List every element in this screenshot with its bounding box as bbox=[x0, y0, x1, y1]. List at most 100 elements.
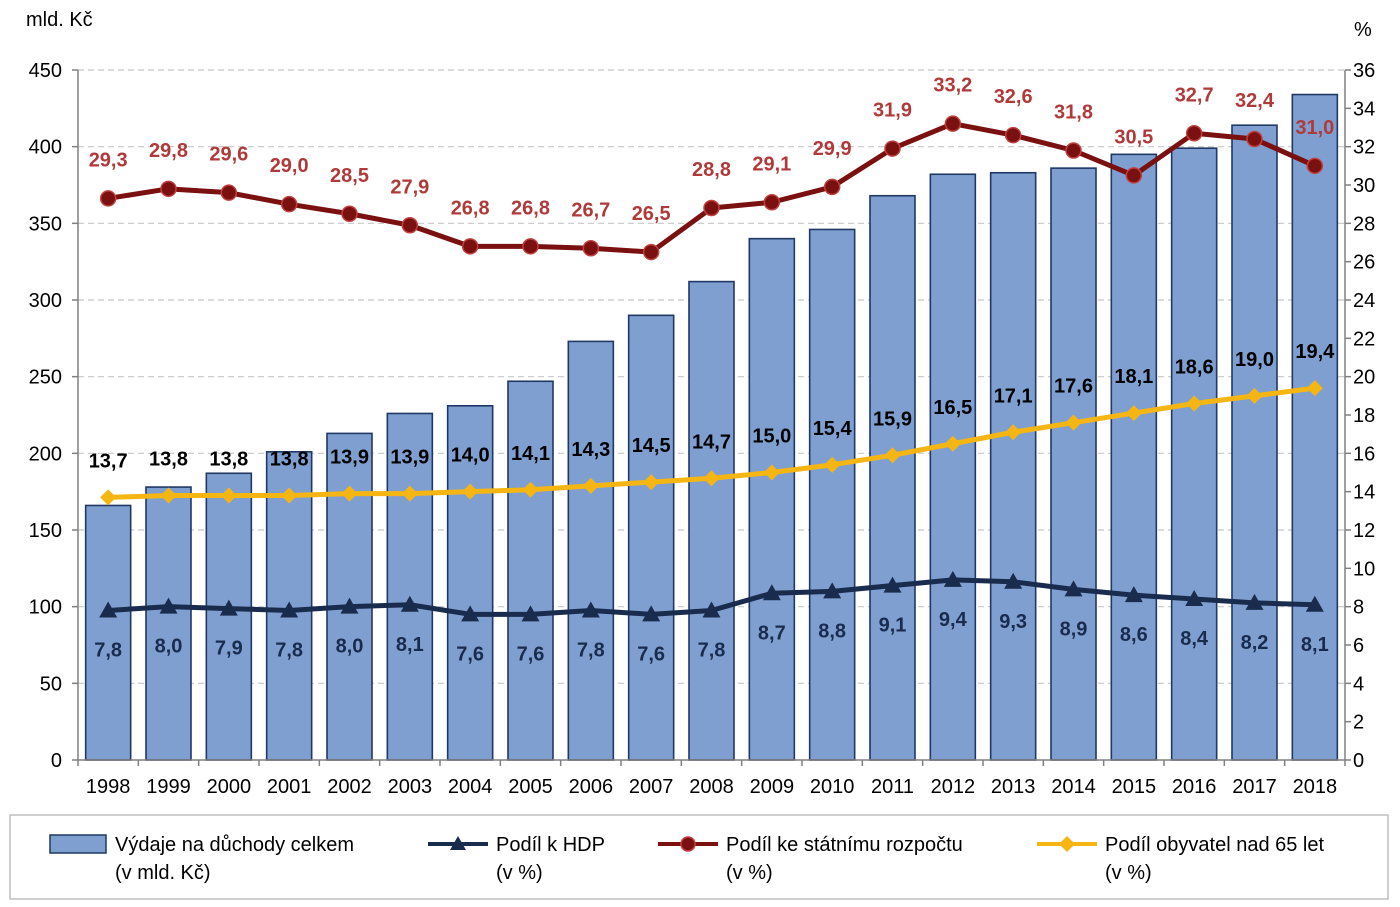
data-label: 31,0 bbox=[1295, 117, 1334, 139]
marker-triangle bbox=[883, 576, 902, 593]
data-label: 18,6 bbox=[1175, 357, 1214, 379]
data-label: 28,5 bbox=[330, 165, 369, 187]
x-tick-label: 1999 bbox=[146, 776, 191, 798]
right-tick-label: 28 bbox=[1353, 213, 1375, 235]
marker-triangle bbox=[762, 584, 781, 601]
marker-circle bbox=[99, 190, 117, 207]
marker-diamond bbox=[401, 485, 418, 502]
marker-circle bbox=[1004, 126, 1022, 144]
data-label: 14,0 bbox=[451, 445, 490, 467]
right-tick-label: 18 bbox=[1353, 405, 1375, 427]
legend-budget-label: Podíl ke státnímu rozpočtu bbox=[726, 834, 963, 856]
left-tick-label: 200 bbox=[29, 443, 62, 465]
marker-diamond bbox=[582, 477, 599, 494]
bar-2000 bbox=[205, 472, 253, 761]
data-label: 26,7 bbox=[571, 199, 610, 221]
x-tick-label: 2018 bbox=[1293, 776, 1338, 798]
legend-frame bbox=[9, 814, 1389, 900]
x-tick-label: 2004 bbox=[448, 776, 493, 798]
legend: Výdaje na důchody celkem (v mld. Kč) Pod… bbox=[9, 814, 1389, 900]
marker-diamond bbox=[281, 487, 298, 504]
data-label: 27,9 bbox=[390, 176, 429, 198]
left-tick-label: 450 bbox=[29, 60, 62, 82]
data-label: 30,5 bbox=[1114, 126, 1153, 148]
data-label: 7,6 bbox=[456, 643, 484, 665]
data-label: 29,8 bbox=[149, 140, 188, 162]
data-label: 9,3 bbox=[999, 611, 1027, 633]
right-tick-label: 20 bbox=[1353, 367, 1375, 389]
right-tick-label: 2 bbox=[1353, 712, 1364, 734]
data-label: 32,7 bbox=[1175, 84, 1214, 106]
marker-circle bbox=[1125, 167, 1143, 184]
marker-triangle bbox=[642, 605, 661, 622]
marker-triangle bbox=[159, 597, 178, 614]
data-label: 14,1 bbox=[511, 443, 550, 465]
data-label: 13,7 bbox=[89, 450, 128, 472]
data-label: 9,4 bbox=[939, 609, 968, 631]
line-series bbox=[99, 115, 1324, 622]
left-tick-label: 150 bbox=[29, 520, 62, 542]
left-tick-label: 250 bbox=[29, 367, 62, 389]
bar-2018 bbox=[1291, 93, 1339, 761]
legend-65-swatch-marker bbox=[1059, 836, 1075, 852]
right-tick-label: 10 bbox=[1353, 558, 1375, 580]
marker-circle bbox=[401, 217, 419, 234]
data-label: 7,6 bbox=[517, 643, 545, 665]
data-label: 7,8 bbox=[698, 640, 726, 662]
marker-diamond bbox=[1246, 387, 1263, 404]
x-tick-label: 2017 bbox=[1232, 776, 1277, 798]
marker-diamond bbox=[462, 483, 479, 500]
bar-2005 bbox=[507, 380, 554, 761]
data-label: 26,8 bbox=[511, 197, 550, 219]
data-label: 29,9 bbox=[813, 138, 852, 160]
left-tick-label: 350 bbox=[29, 213, 62, 235]
marker-circle bbox=[823, 178, 841, 196]
data-label: 8,1 bbox=[396, 634, 424, 656]
marker-triangle bbox=[581, 601, 600, 618]
marker-triangle bbox=[219, 599, 238, 616]
data-label: 8,9 bbox=[1060, 618, 1088, 640]
right-tick-label: 26 bbox=[1353, 252, 1375, 274]
legend-hdp-swatch-marker bbox=[450, 836, 466, 850]
right-tick-label: 36 bbox=[1353, 60, 1375, 82]
marker-diamond bbox=[1065, 414, 1082, 431]
marker-triangle bbox=[702, 601, 721, 618]
legend-bar-swatch bbox=[49, 834, 107, 854]
data-label: 17,1 bbox=[994, 385, 1033, 407]
data-label: 7,8 bbox=[275, 640, 303, 662]
right-tick-label: 30 bbox=[1353, 175, 1375, 197]
bar-2009 bbox=[748, 237, 796, 761]
marker-triangle bbox=[1185, 590, 1204, 606]
x-tick-label: 2011 bbox=[871, 776, 914, 798]
legend-65-label-line2: (v %) bbox=[1105, 862, 1152, 884]
data-label: 16,5 bbox=[933, 397, 972, 419]
marker-diamond bbox=[1306, 380, 1323, 397]
marker-triangle bbox=[1004, 572, 1023, 589]
data-label: 8,8 bbox=[818, 620, 846, 642]
bar-2011 bbox=[869, 194, 916, 761]
legend-bars-label-line2: (v mld. Kč) bbox=[115, 862, 211, 884]
bar-2004 bbox=[446, 404, 494, 761]
marker-diamond bbox=[824, 456, 841, 473]
marker-circle bbox=[1185, 125, 1203, 142]
left-tick-label: 100 bbox=[29, 597, 62, 619]
marker-triangle bbox=[1064, 580, 1083, 597]
x-tick-label: 2002 bbox=[327, 776, 372, 798]
data-labels: 7,8 8,0 7,9 7,8 8,0 8,1 7,6 7,6 7,8 7,6 7,8 8,7 8,8 9… bbox=[89, 75, 1335, 666]
right-tick-label: 24 bbox=[1353, 290, 1375, 312]
right-tick-label: 4 bbox=[1353, 673, 1364, 695]
bar-2006 bbox=[567, 340, 615, 761]
right-tick-label: 34 bbox=[1353, 98, 1375, 120]
right-tick-label: 12 bbox=[1353, 520, 1375, 542]
legend-bars-label: Výdaje na důchody celkem bbox=[115, 834, 354, 856]
marker-circle bbox=[763, 194, 781, 211]
marker-triangle bbox=[521, 605, 540, 622]
data-label: 19,0 bbox=[1235, 349, 1274, 371]
bar-2015 bbox=[1110, 153, 1158, 761]
marker-triangle bbox=[99, 601, 118, 618]
marker-diamond bbox=[1125, 405, 1142, 422]
marker-circle bbox=[1306, 157, 1324, 175]
legend-hdp-label: Podíl k HDP bbox=[496, 834, 605, 856]
data-label: 8,4 bbox=[1180, 628, 1209, 650]
